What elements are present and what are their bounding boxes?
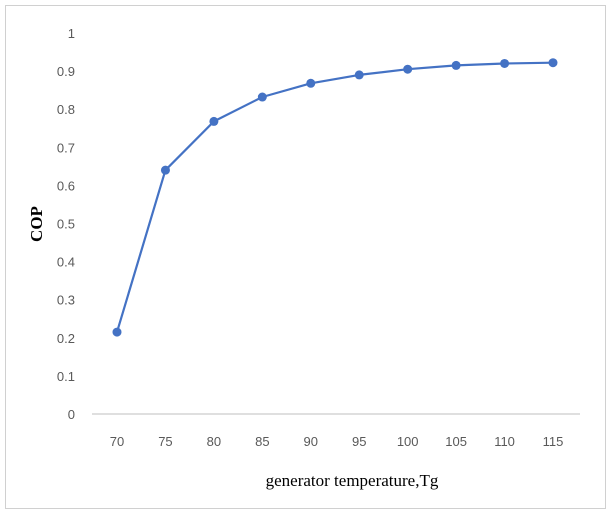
y-tick-label: 0.4 <box>57 255 75 270</box>
chart-frame <box>5 5 606 509</box>
x-tick-label: 75 <box>158 434 172 449</box>
data-point <box>160 165 170 175</box>
data-point <box>500 58 510 68</box>
series-group <box>115 61 554 333</box>
y-tick-label: 0 <box>68 407 75 422</box>
series-line <box>115 61 554 333</box>
x-tick-label: 80 <box>207 434 221 449</box>
x-axis-title: generator temperature,Tg <box>266 471 439 490</box>
x-tick-label: 100 <box>397 434 419 449</box>
y-tick-label: 0.8 <box>57 102 75 117</box>
data-point <box>451 60 461 70</box>
y-tick-label: 0.9 <box>57 64 75 79</box>
data-point <box>306 78 316 88</box>
x-tick-label: 95 <box>352 434 366 449</box>
y-axis-title: COP <box>27 206 46 242</box>
y-tick-label: 0.3 <box>57 293 75 308</box>
data-point <box>257 92 267 102</box>
data-point <box>548 58 558 68</box>
data-point <box>403 64 413 74</box>
data-point <box>354 70 364 80</box>
y-tick-label: 0.6 <box>57 178 75 193</box>
y-tick-labels: 0 0.1 0.2 0.3 0.4 0.5 0.6 0.7 0.8 0.9 1 <box>57 26 75 422</box>
data-points <box>112 58 558 337</box>
y-tick-label: 0.1 <box>57 369 75 384</box>
x-tick-label: 115 <box>543 434 564 449</box>
data-point <box>209 116 219 126</box>
x-tick-labels: 70 75 80 85 90 95 100 105 110 115 <box>110 434 564 449</box>
x-tick-label: 70 <box>110 434 124 449</box>
x-tick-label: 90 <box>304 434 318 449</box>
data-point <box>112 327 122 337</box>
x-tick-label: 110 <box>494 434 515 449</box>
y-tick-label: 1 <box>68 26 75 41</box>
y-tick-label: 0.5 <box>57 217 75 232</box>
y-tick-label: 0.2 <box>57 331 75 346</box>
x-tick-label: 85 <box>255 434 269 449</box>
y-tick-label: 0.7 <box>57 140 75 155</box>
x-tick-label: 105 <box>445 434 467 449</box>
